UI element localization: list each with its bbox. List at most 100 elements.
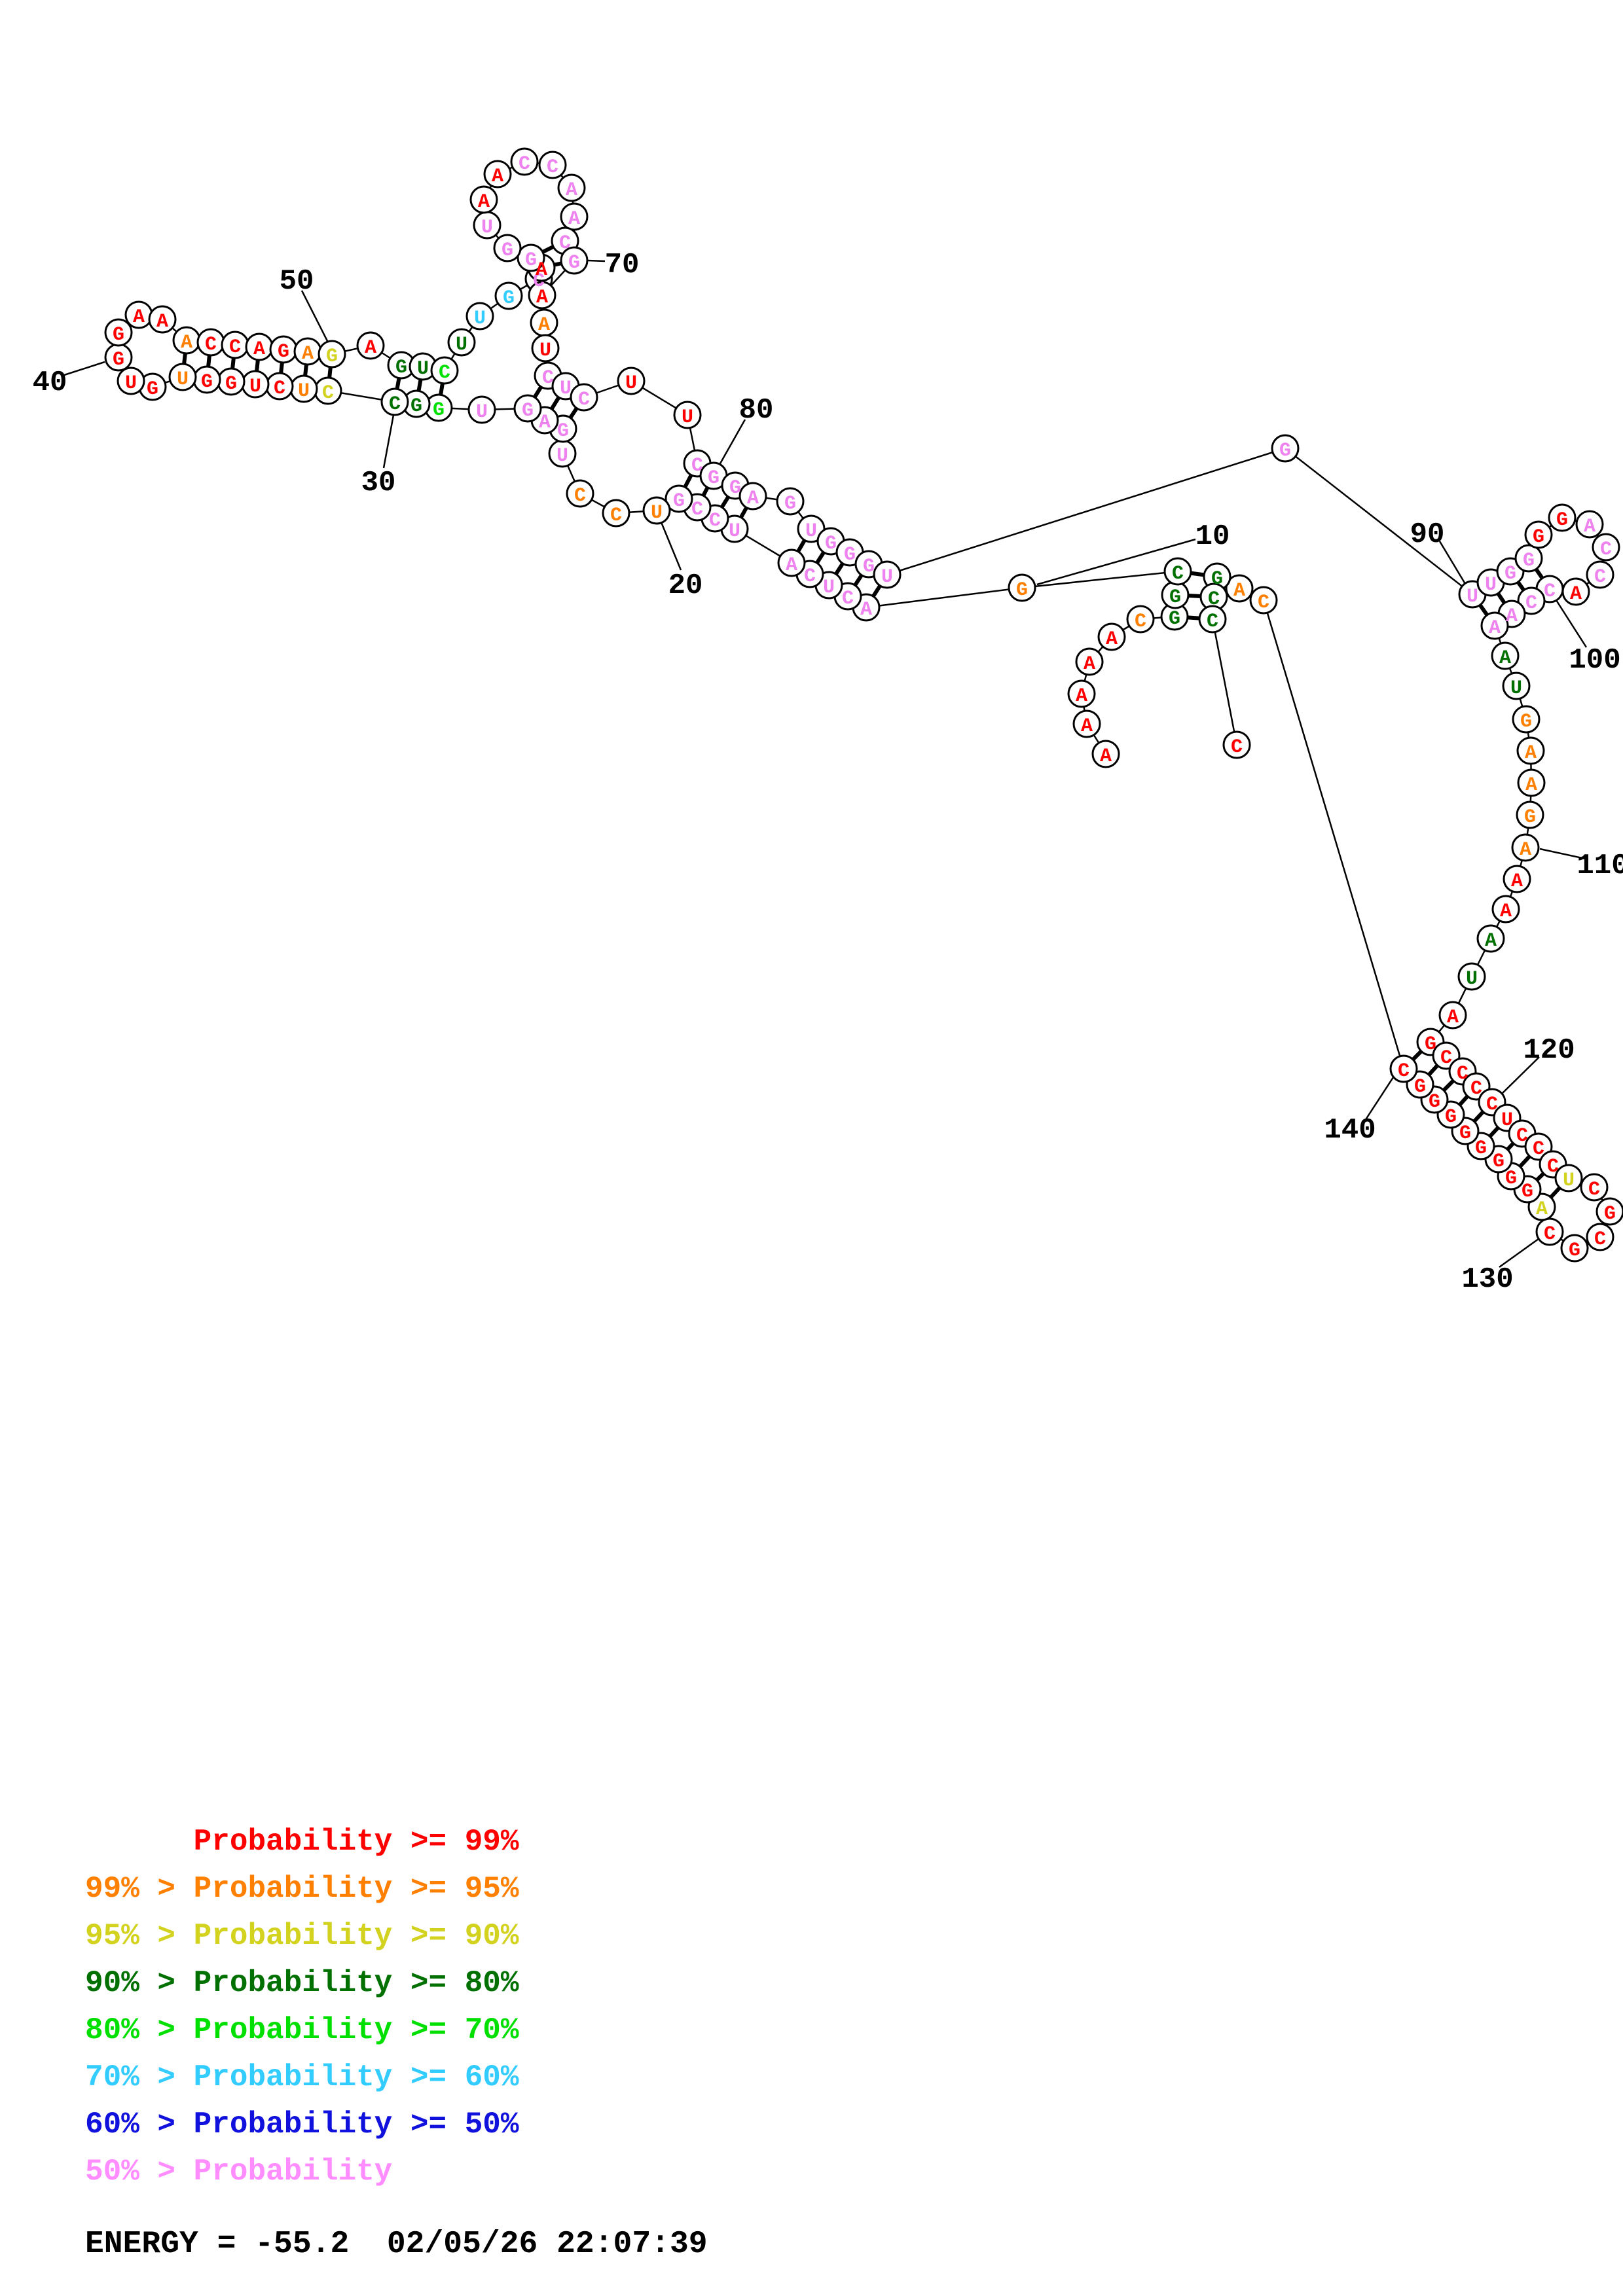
nucleotide-base: C	[610, 505, 622, 527]
nucleotide-circle	[739, 482, 767, 511]
position-label-line	[1364, 1075, 1396, 1121]
nucleotide-circle	[1222, 730, 1251, 759]
nucleotide-circle	[570, 383, 598, 412]
position-label: 80	[739, 394, 774, 427]
nucleotide-base: G	[784, 493, 796, 515]
nucleotide-circle	[465, 302, 494, 331]
nucleotide-base: G	[410, 395, 422, 418]
nucleotide-base: G	[1533, 526, 1544, 548]
nucleotide-base: C	[1594, 566, 1606, 588]
nucleotide-base: C	[1172, 563, 1184, 585]
nucleotide-base: U	[249, 376, 261, 398]
nucleotide-base: C	[519, 153, 530, 175]
nucleotide-circle	[1535, 1217, 1564, 1246]
nucleotide-base: U	[625, 372, 637, 395]
nucleotide-base: G	[395, 357, 407, 379]
nucleotide-base: A	[181, 332, 192, 354]
nucleotide-base: C	[1135, 611, 1146, 633]
nucleotide-base: A	[302, 343, 314, 365]
nucleotide-circle	[1516, 800, 1544, 829]
position-label: 140	[1324, 1114, 1376, 1147]
nucleotide-circle	[1491, 895, 1520, 924]
nucleotide-base: C	[1594, 1229, 1606, 1251]
nucleotide-base: U	[881, 566, 893, 588]
backbone-bonds	[117, 160, 1611, 1249]
nucleotide-base: G	[1211, 568, 1223, 590]
nucleotide-base: C	[1547, 1156, 1559, 1178]
nucleotide-base: U	[1485, 574, 1497, 596]
nucleotide-circles	[104, 147, 1623, 1263]
nucleotide-circle	[469, 185, 498, 214]
nucleotide-circle	[1502, 672, 1531, 700]
nucleotide-base: C	[533, 270, 545, 293]
nucleotide-circle	[1491, 641, 1520, 670]
nucleotide-base: A	[1520, 839, 1531, 861]
nucleotide-base: U	[682, 406, 693, 429]
nucleotide-circle	[557, 173, 586, 202]
nucleotide-base: G	[1414, 1076, 1426, 1098]
nucleotide-base: U	[1501, 1109, 1513, 1132]
nucleotide-base: G	[201, 371, 213, 393]
legend: Probability >= 99% 99% > Probability >= 9…	[85, 1818, 519, 2195]
nucleotide-circle	[1511, 833, 1540, 862]
nucleotide-circle	[602, 499, 630, 528]
nucleotide-base: A	[1525, 742, 1537, 764]
nucleotide-circle	[513, 394, 542, 423]
nucleotide-base: U	[298, 380, 310, 403]
nucleotide-base: G	[568, 252, 580, 274]
position-label-line	[718, 419, 746, 465]
nucleotide-base: C	[1544, 1223, 1556, 1246]
nucleotide-circle	[1554, 1164, 1583, 1193]
position-label: 110	[1577, 850, 1623, 882]
position-label: 50	[280, 265, 314, 298]
position-label-line	[1036, 538, 1196, 586]
nucleotide-circle	[617, 367, 646, 395]
nucleotide-base: C	[1516, 1125, 1528, 1147]
position-label: 90	[1410, 518, 1445, 551]
nucleotide-base: G	[522, 400, 534, 422]
nucleotide-base: G	[1445, 1106, 1457, 1128]
nucleotide-circle	[1067, 679, 1096, 708]
nucleotide-base: C	[709, 510, 721, 532]
nucleotide-base: G	[1169, 608, 1180, 630]
nucleotide-circle	[494, 281, 523, 310]
legend-line: 70% > Probability >= 60%	[85, 2060, 519, 2094]
position-label: 120	[1523, 1034, 1575, 1067]
nucleotide-circle	[665, 484, 693, 513]
nucleotide-base: A	[133, 306, 145, 329]
nucleotide-base: C	[1533, 1138, 1544, 1160]
nucleotide-base: C	[1544, 581, 1556, 603]
nucleotide-base: A	[1076, 685, 1087, 708]
nucleotide-base: A	[1485, 930, 1497, 952]
nucleotide-base: A	[1081, 715, 1093, 738]
nucleotide-base: G	[1569, 1240, 1580, 1262]
nucleotide-circle	[447, 328, 476, 357]
nucleotide-base: A	[747, 488, 759, 510]
nucleotide-circle	[380, 387, 409, 416]
nucleotide-base: C	[547, 156, 558, 179]
nucleotide-circle	[1249, 586, 1278, 615]
nucleotide-base: G	[557, 420, 569, 442]
nucleotide-base: G	[863, 556, 875, 578]
backbone-bond	[1021, 570, 1178, 589]
nucleotide-circle	[566, 479, 594, 508]
nucleotide-base: C	[1231, 736, 1243, 759]
nucleotide-base: G	[1524, 806, 1536, 829]
nucleotide-base: G	[1604, 1203, 1616, 1225]
legend-line: 95% > Probability >= 90%	[85, 1919, 519, 1953]
nucleotide-base: G	[225, 373, 237, 395]
nucleotide-base: A	[536, 287, 548, 309]
nucleotide-base: A	[1536, 1198, 1548, 1221]
nucleotide-circle	[117, 367, 145, 395]
position-label-line	[1555, 600, 1588, 648]
position-label: 100	[1569, 644, 1620, 677]
nucleotide-base: U	[481, 217, 493, 239]
nucleotide-base: G	[1522, 1181, 1533, 1203]
position-label-line	[1501, 1056, 1540, 1094]
nucleotide-base: C	[1398, 1060, 1410, 1083]
nucleotide-base: C	[542, 367, 554, 389]
nucleotide-base: A	[478, 191, 490, 213]
position-label-line	[660, 522, 682, 571]
nucleotide-circle	[1548, 503, 1577, 532]
backbone-bond	[866, 586, 1023, 609]
